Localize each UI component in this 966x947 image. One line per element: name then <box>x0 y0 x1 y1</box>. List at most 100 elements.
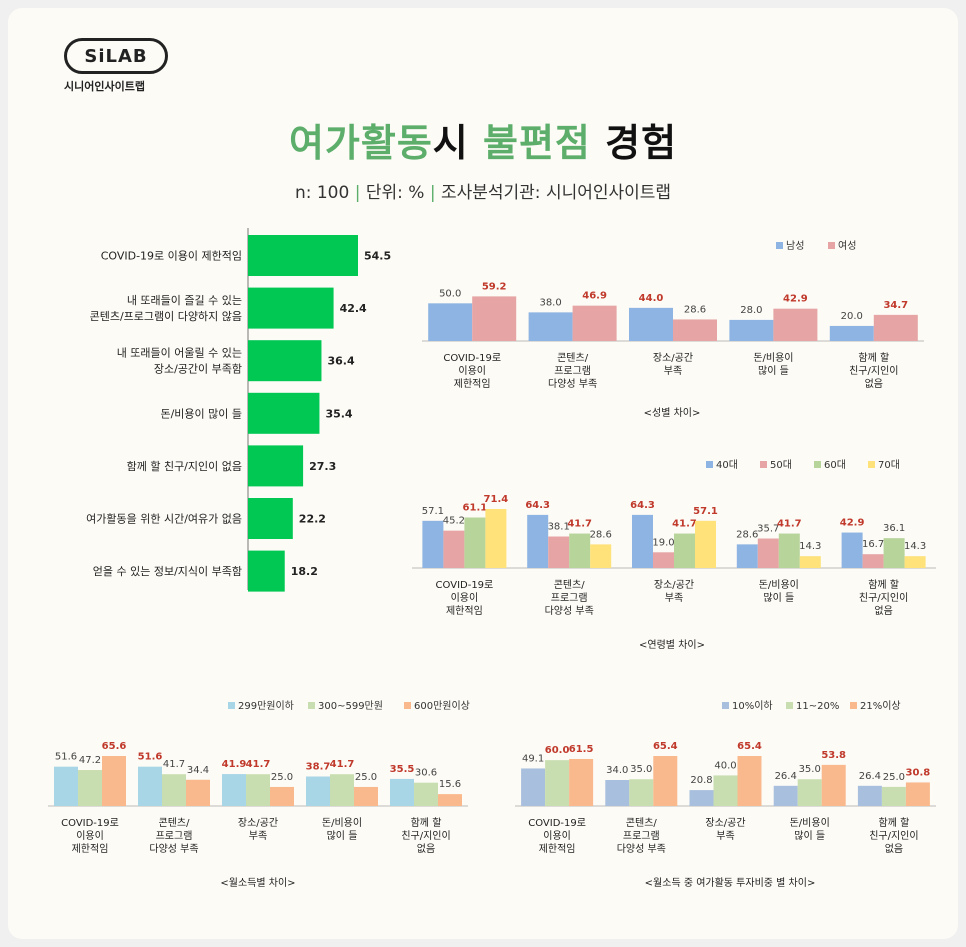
category-label: 돈/비용이 많이 들 <box>759 579 799 604</box>
series-bar <box>773 308 818 341</box>
main-category-label: 얻을 수 있는 정보/지식이 부족함 <box>93 565 242 578</box>
chart-caption: <성별 차이> <box>644 407 701 419</box>
category-label: 함께 할 친구/지인이 없음 <box>401 817 450 855</box>
series-bar <box>78 770 102 806</box>
bar-value-label: 49.1 <box>522 753 544 764</box>
series-bar <box>689 790 714 806</box>
bar-value-label: 15.6 <box>439 779 461 790</box>
legend-swatch <box>868 461 875 468</box>
legend-swatch <box>760 461 767 468</box>
legend-label: 여성 <box>838 240 856 252</box>
category-label: 콘텐츠/프로그램 다양성 부족 <box>149 817 198 855</box>
bar-value-label: 40.0 <box>714 760 736 771</box>
category-label: 장소/공간 부족 <box>653 352 693 377</box>
legend-swatch <box>828 242 835 249</box>
bar-value-label: 47.2 <box>79 755 101 766</box>
series-bar <box>857 785 882 806</box>
bar-value-label: 16.7 <box>862 539 884 550</box>
bar-value-label: 28.0 <box>740 305 762 316</box>
series-bar <box>757 538 779 568</box>
category-label: 함께 할 친구/지인이 없음 <box>849 352 898 390</box>
bar-value-label: 28.6 <box>684 304 706 315</box>
series-bar <box>472 296 517 341</box>
bar-value-label: 61.1 <box>463 503 488 514</box>
bar-value-label: 26.4 <box>775 771 797 782</box>
main-category-label: 함께 할 친구/지인이 없음 <box>127 460 242 473</box>
chart-caption: <월소득별 차이> <box>220 877 295 889</box>
page-title: 여가활동시 불편점 경험 <box>0 112 966 167</box>
series-bar <box>778 533 800 568</box>
series-bar <box>485 509 507 568</box>
series-bar <box>737 756 762 806</box>
series-bar <box>590 544 612 568</box>
series-bar <box>521 768 546 806</box>
category-label: 돈/비용이 많이 들 <box>790 817 830 842</box>
series-bar <box>186 779 210 806</box>
chart-caption: <월소득 중 여가활동 투자비중 별 차이> <box>645 876 816 889</box>
series-bar <box>569 533 591 568</box>
series-bar <box>527 514 549 568</box>
legend-swatch <box>228 702 235 709</box>
series-bar <box>829 325 874 341</box>
bar-value-label: 35.7 <box>757 524 779 535</box>
category-label: 함께 할 친구/지인이 없음 <box>869 817 918 855</box>
logo-text: SiLAB <box>84 45 148 67</box>
legend-label: 남성 <box>786 240 804 252</box>
series-bar <box>736 544 758 568</box>
bar-value-label: 50.0 <box>439 288 461 299</box>
bar-value-label: 65.4 <box>737 741 762 752</box>
series-bar <box>528 312 573 341</box>
bar-value-label: 36.1 <box>883 523 905 534</box>
series-bar <box>438 794 462 806</box>
series-bar <box>695 520 716 568</box>
bar-value-label: 57.1 <box>693 506 718 517</box>
bar-value-label: 25.0 <box>883 772 905 783</box>
bar-value-label: 57.1 <box>422 506 444 517</box>
category-label: COVID-19로 이용이 제한적임 <box>61 818 119 855</box>
legend-swatch <box>308 702 315 709</box>
main-bar-value-label: 18.2 <box>291 565 318 578</box>
main-category-label: 내 또래들이 어울릴 수 있는 장소/공간이 부족함 <box>117 347 242 376</box>
subtitle-agency: 조사분석기관: 시니어인사이트랩 <box>440 183 672 203</box>
series-bar <box>653 552 674 568</box>
bar-value-label: 64.3 <box>525 500 550 511</box>
main-bar <box>248 550 285 592</box>
category-label: 장소/공간 부족 <box>654 579 694 604</box>
series-bar <box>674 533 695 568</box>
main-bar <box>248 287 334 329</box>
bar-value-label: 28.6 <box>590 529 612 540</box>
legend-swatch <box>404 702 411 709</box>
main-category-label: 여가활동을 위한 시간/여유가 없음 <box>86 512 242 526</box>
bar-value-label: 60.0 <box>545 745 570 756</box>
main-bar-value-label: 22.2 <box>299 513 326 526</box>
category-label: 돈/비용이 많이 들 <box>322 817 362 842</box>
series-bar <box>162 774 186 806</box>
legend-label: 299만원이하 <box>238 699 294 712</box>
silab-logo: SiLAB <box>64 38 168 74</box>
series-bar <box>422 520 444 568</box>
series-bar <box>605 780 630 806</box>
legend-label: 21%이상 <box>860 700 901 712</box>
title-part-2: 시 <box>432 121 483 165</box>
main-category-label: 내 또래들이 즐길 수 있는 콘텐츠/프로그램이 다양하지 않음 <box>90 294 242 323</box>
legend-swatch <box>850 702 857 709</box>
bar-value-label: 53.8 <box>821 750 846 761</box>
series-bar <box>330 774 354 806</box>
series-bar <box>729 319 774 341</box>
series-bar <box>629 779 654 806</box>
series-bar <box>797 779 822 806</box>
legend-swatch <box>814 461 821 468</box>
main-bar <box>248 392 320 434</box>
chart-caption: <연령별 차이> <box>639 639 705 651</box>
legend-swatch <box>706 461 713 468</box>
series-bar <box>653 756 678 806</box>
legend-label: 60대 <box>824 459 846 471</box>
series-bar <box>773 785 798 806</box>
legend-label: 600만원이상 <box>414 700 470 712</box>
series-bar <box>390 778 414 806</box>
series-bar <box>841 532 863 568</box>
series-bar <box>443 530 465 568</box>
legend-swatch <box>786 702 793 709</box>
title-part-3: 불편점 <box>483 121 591 165</box>
logo-subtitle: 시니어인사이트랩 <box>64 80 145 93</box>
